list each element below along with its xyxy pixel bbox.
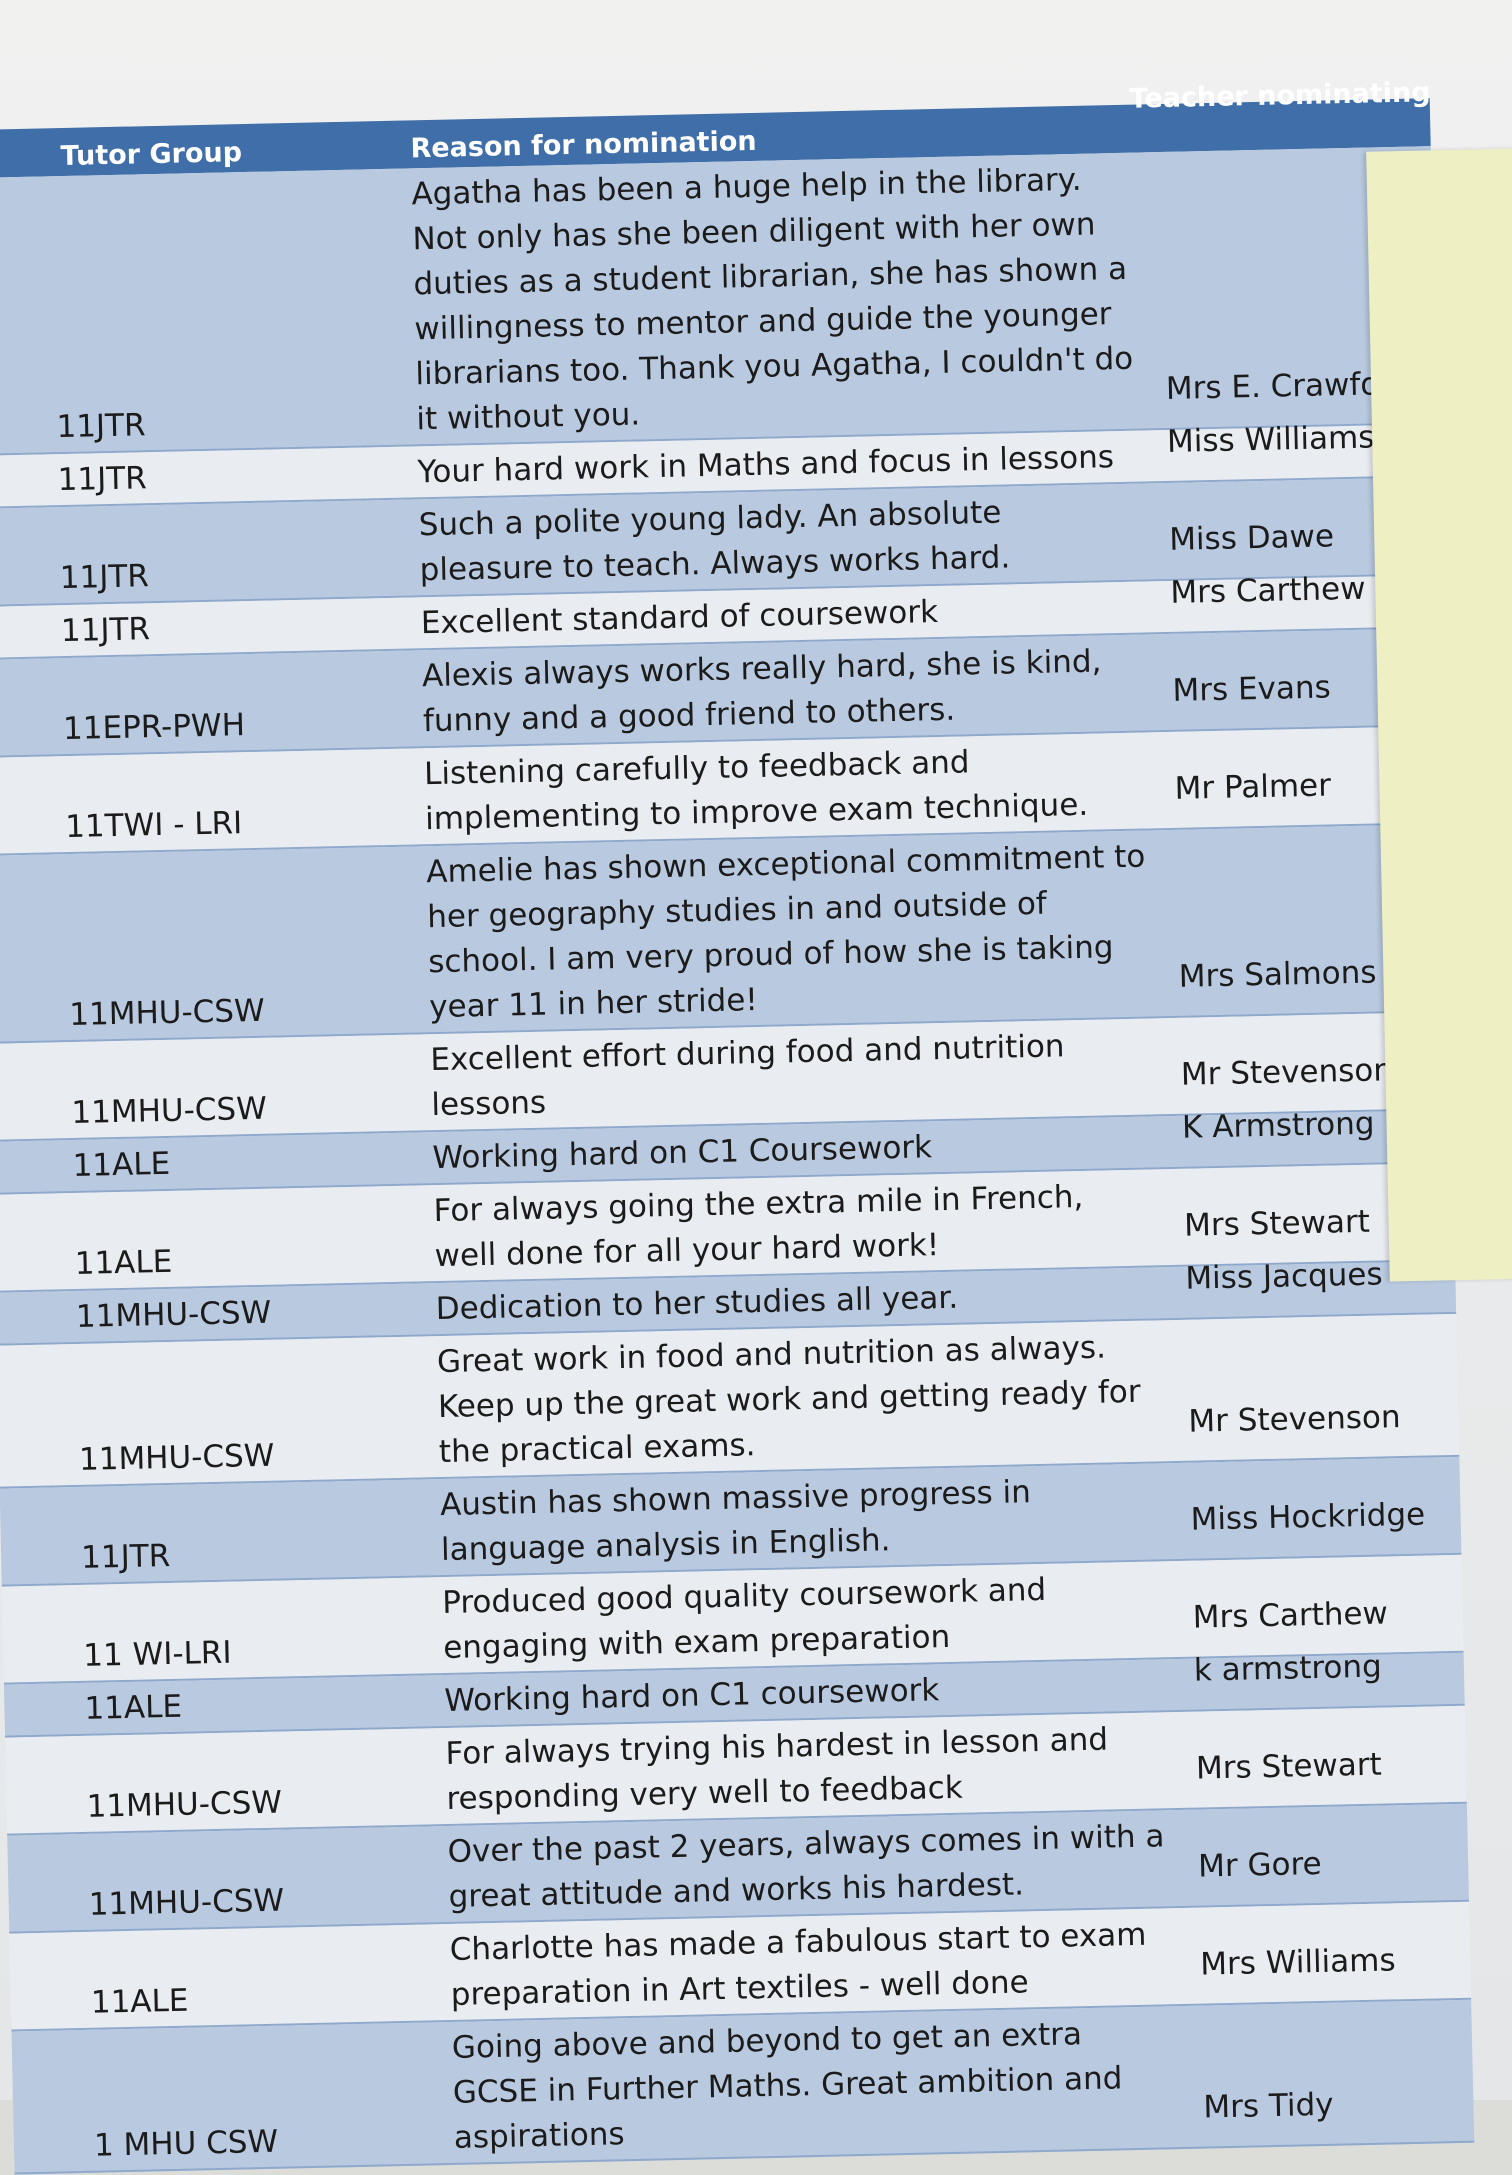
tutor-group-cell: 11JTR <box>56 407 146 446</box>
reason-cell: Austin has shown massive progress in lan… <box>439 1474 1032 1569</box>
sticky-note <box>1366 148 1512 1282</box>
tutor-group-cell: 11EPR-PWH <box>62 707 246 748</box>
teacher-cell: Mrs Carthew <box>1192 1595 1389 1636</box>
tutor-group-cell: 11JTR <box>59 558 150 597</box>
reason-cell: Going above and beyond to get an extra G… <box>451 2016 1123 2156</box>
tutor-group-cell: 1 MHU CSW <box>93 2123 279 2164</box>
tutor-group-cell: 11TWI - LRI <box>64 805 243 846</box>
tutor-group-cell: 11MHU-CSW <box>71 1090 268 1132</box>
reason-cell: Alexis always works really hard, she is … <box>421 643 1102 740</box>
reason-cell: Charlotte has made a fabulous start to e… <box>449 1916 1147 2013</box>
header-teacher: Teacher nominating (ple ls t <box>1129 77 1430 115</box>
tutor-group-cell: 11JTR <box>60 611 151 650</box>
reason-cell: For always trying his hardest in lesson … <box>445 1721 1109 1817</box>
tutor-group-cell: 11ALE <box>74 1243 173 1282</box>
tutor-group-cell: 11MHU-CSW <box>75 1294 272 1335</box>
tutor-group-cell: 11JTR <box>80 1537 171 1576</box>
nominations-table: Tutor Group Reason for nomination Teache… <box>0 77 1475 2175</box>
reason-cell: For always going the extra mile in Frenc… <box>433 1178 1084 1275</box>
teacher-cell: Mr Stevenson <box>1188 1399 1401 1440</box>
tutor-group-cell: 11MHU-CSW <box>68 992 266 1034</box>
teacher-cell: k armstrong <box>1193 1648 1383 1689</box>
teacher-cell: Mrs Tidy <box>1203 2086 1334 2126</box>
table-body: 11JTR Agatha has been a huge help in the … <box>0 146 1475 2175</box>
reason-cell: Great work in food and nutrition as alwa… <box>436 1329 1141 1471</box>
tutor-group-cell: 11MHU-CSW <box>88 1882 285 1923</box>
table-row: 11JTR Agatha has been a huge help in the … <box>0 146 1437 456</box>
tutor-group-cell: 11MHU-CSW <box>86 1784 283 1825</box>
reason-cell: Listening carefully to feedback and impl… <box>423 744 1089 838</box>
teacher-cell: Mrs Stewart <box>1195 1746 1383 1787</box>
reason-cell: Over the past 2 years, always comes in w… <box>447 1818 1165 1915</box>
tutor-group-cell: 11MHU-CSW <box>78 1437 275 1478</box>
reason-cell: Such a polite young lady. An absolute pl… <box>418 494 1011 589</box>
tutor-group-cell: 11 WI-LRI <box>82 1634 232 1674</box>
tutor-group-cell: 11ALE <box>72 1145 171 1185</box>
teacher-cell: Mr Gore <box>1197 1845 1323 1885</box>
reason-cell: Produced good quality coursework and eng… <box>441 1571 1047 1667</box>
reason-cell: Excellent effort during food and nutriti… <box>430 1028 1065 1124</box>
tutor-group-cell: 11ALE <box>84 1688 183 1727</box>
teacher-cell: Miss Hockridge <box>1190 1496 1426 1538</box>
tutor-group-cell: 11ALE <box>90 1982 189 2021</box>
teacher-cell: Mrs Williams <box>1199 1942 1396 1983</box>
table-row: 1 MHU CSW Going above and beyond to get a… <box>11 1999 1475 2175</box>
reason-cell: Amelie has shown exceptional commitment … <box>425 838 1146 1026</box>
table-row: 11MHU-CSW Amelie has shown exceptional co… <box>0 823 1450 1044</box>
reason-cell: Agatha has been a huge help in the libra… <box>411 161 1134 438</box>
header-tutor-group: Tutor Group <box>60 137 243 173</box>
tutor-group-cell: 11JTR <box>57 460 148 499</box>
